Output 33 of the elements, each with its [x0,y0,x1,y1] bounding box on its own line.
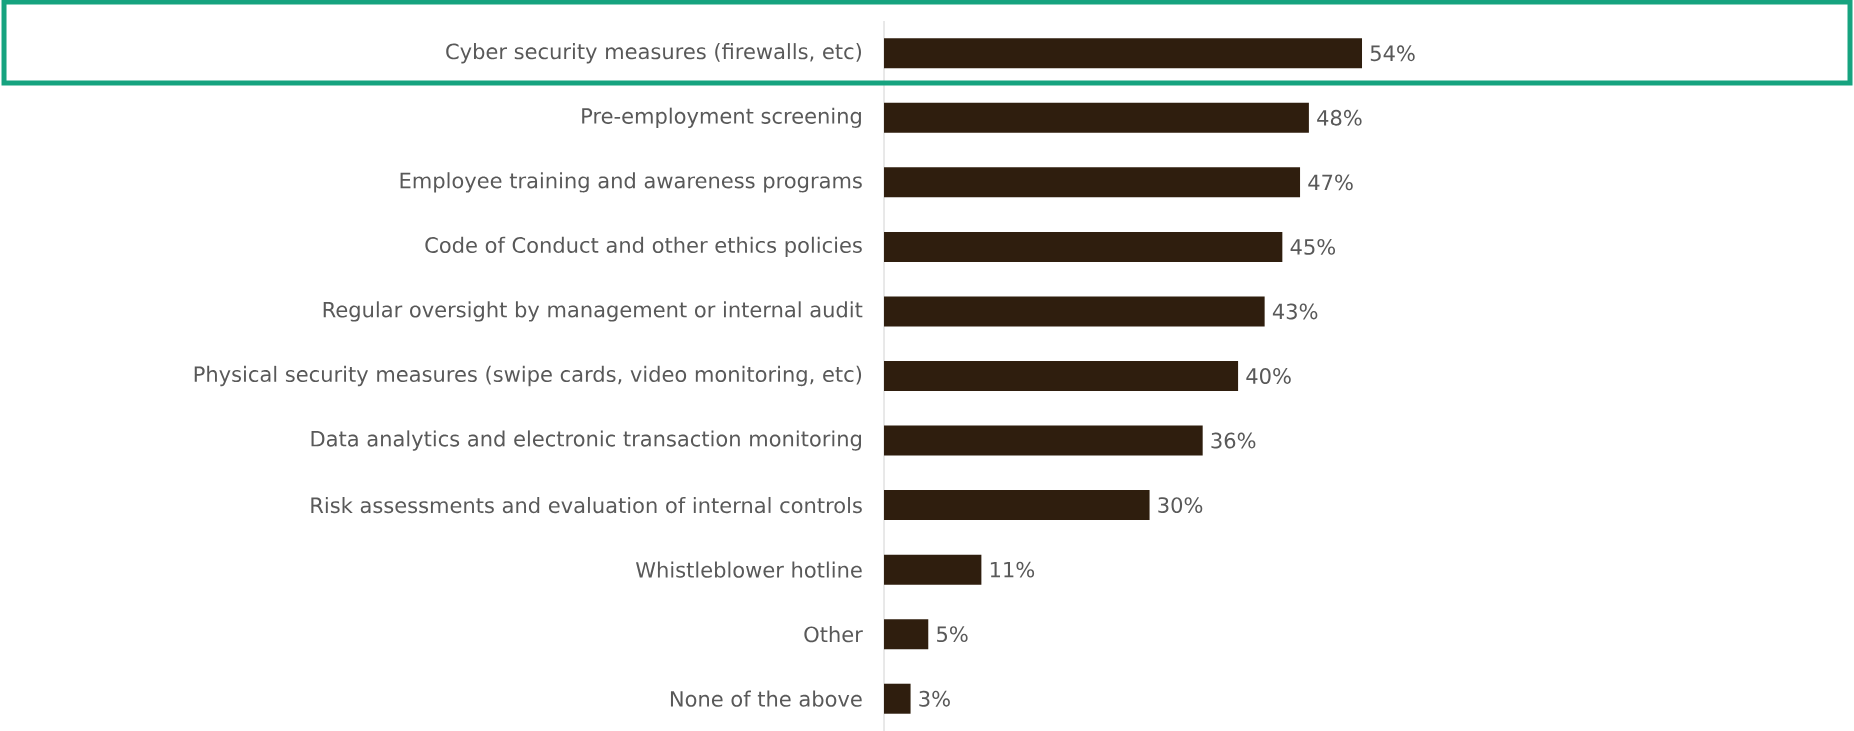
data-label: 47% [1308,174,1353,191]
y-tick-label: None of the above [670,690,862,707]
bar [884,38,1363,69]
bar [884,425,1203,456]
bar [884,167,1301,198]
y-tick-label: Risk assessments and evaluation of internal controls [311,496,862,514]
data-label: 3% [919,690,950,707]
data-label: 30% [1158,497,1203,514]
bar [884,231,1283,262]
y-tick-label: Whistleblower hotline [635,561,862,578]
y-tick-label: Pre-employment screening [582,107,861,128]
y-tick-label: Code of Conduct and other ethics policies [425,236,862,258]
data-label: 40% [1246,368,1291,384]
data-label: 43% [1272,303,1318,320]
y-tick-label: Cyber security measures (firewalls, etc) [446,43,861,64]
data-label: 45% [1290,238,1336,255]
data-label: 48% [1317,109,1362,126]
y-tick-label: Regular oversight by management or internal audit [323,301,863,322]
y-tick-label: Other [804,626,863,643]
data-label: 36% [1211,432,1256,449]
data-label: 54% [1370,45,1415,62]
data-label: 11% [990,561,1035,578]
bar [884,683,911,714]
bar [884,360,1239,391]
y-tick-label: Employee training and awareness programs [400,172,862,193]
bar [884,554,982,585]
bar [884,296,1265,327]
bar [884,619,929,650]
y-tick-label: Physical security measures (swipe cards, video monitoring, etc) [194,365,862,387]
data-label: 5% [937,626,968,643]
bar [884,102,1309,133]
y-tick-label: Data analytics and electronic transaction monitoring [311,430,861,451]
bar [884,490,1150,521]
